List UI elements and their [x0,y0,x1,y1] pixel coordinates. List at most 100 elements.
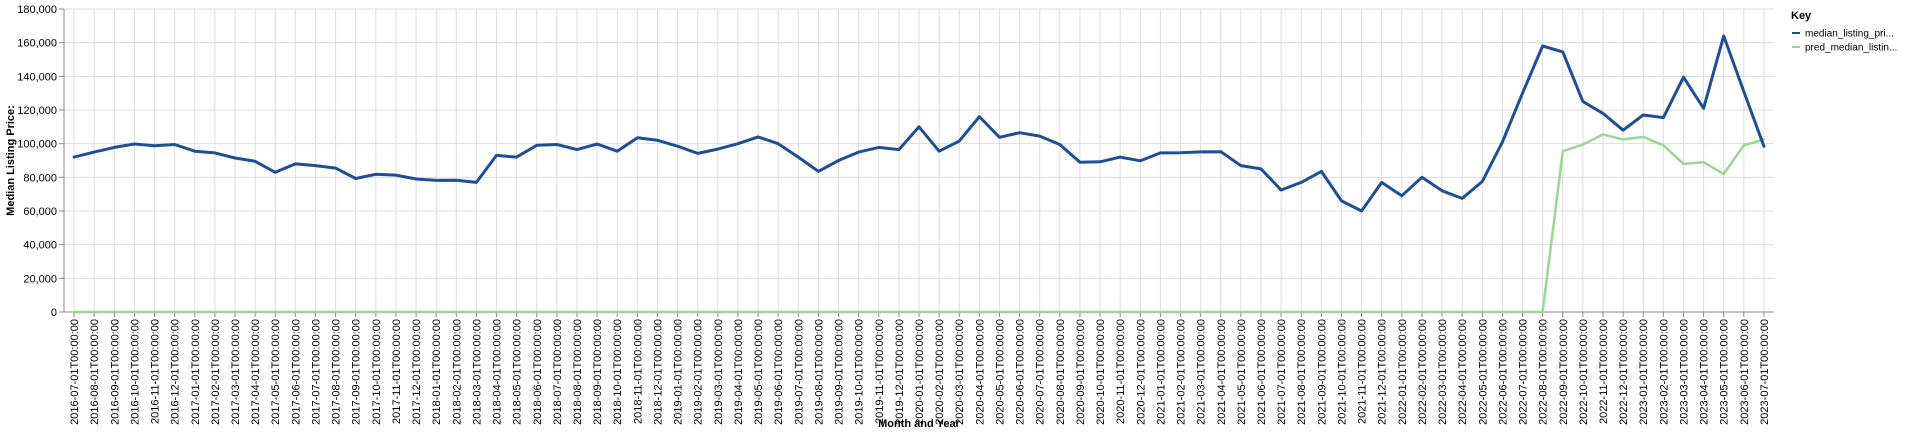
y-tick-label: 120,000 [17,105,57,117]
x-tick-label: 2017-02-01T00:00:00 [210,319,222,425]
x-tick-label: 2019-12-01T00:00:00 [894,319,906,425]
x-tick-label: 2019-10-01T00:00:00 [854,319,866,425]
y-tick-label: 60,000 [23,206,57,218]
x-tick-label: 2020-12-01T00:00:00 [1135,319,1147,425]
x-tick-label: 2020-02-01T00:00:00 [934,319,946,425]
x-tick-label: 2019-05-01T00:00:00 [753,319,765,425]
x-tick-label: 2023-06-01T00:00:00 [1739,319,1751,425]
y-axis-ticks: 0 20,000 40,000 60,000 80,000 100,000 120,000 1… [17,4,64,319]
series-lines [72,34,1766,314]
y-axis-title: Median Listing Price: [5,105,17,216]
x-tick-label: 2023-07-01T00:00:00 [1759,319,1771,425]
x-tick-label: 2021-12-01T00:00:00 [1377,319,1389,425]
legend-items: median_listing_pri... pred_median_listin.… [1792,29,1897,54]
x-tick-label: 2016-09-01T00:00:00 [109,319,121,425]
x-tick-label: 2020-05-01T00:00:00 [994,319,1006,425]
x-axis-title: Month and Year [878,418,960,430]
x-tick-label: 2018-09-01T00:00:00 [592,319,604,425]
x-tick-label: 2017-10-01T00:00:00 [371,319,383,425]
x-tick-label: 2022-03-01T00:00:00 [1437,319,1449,425]
legend-label: median_listing_pri... [1805,29,1894,40]
x-tick-label: 2019-02-01T00:00:00 [693,319,705,425]
x-tick-label: 2020-08-01T00:00:00 [1055,319,1067,425]
x-tick-label: 2016-07-01T00:00:00 [69,319,81,425]
x-tick-label: 2023-04-01T00:00:00 [1699,319,1711,425]
x-tick-label: 2018-05-01T00:00:00 [512,319,524,425]
x-tick-label: 2022-09-01T00:00:00 [1558,319,1570,425]
x-tick-label: 2022-02-01T00:00:00 [1417,319,1429,425]
x-axis-ticks: 2016-07-01T00:00:00 2016-08-01T00:00:00 20… [69,312,1771,425]
legend-label: pred_median_listin... [1805,43,1897,54]
x-tick-label: 2020-03-01T00:00:00 [954,319,966,425]
x-tick-label: 2021-11-01T00:00:00 [1357,319,1369,424]
x-tick-label: 2019-08-01T00:00:00 [813,319,825,425]
y-tick-label: 180,000 [17,4,57,16]
grid-lines [64,8,1774,313]
x-tick-label: 2023-03-01T00:00:00 [1678,319,1690,425]
x-tick-label: 2018-01-01T00:00:00 [431,319,443,425]
x-tick-label: 2017-08-01T00:00:00 [331,319,343,425]
x-tick-label: 2023-01-01T00:00:00 [1638,319,1650,425]
x-tick-label: 2022-12-01T00:00:00 [1618,319,1630,425]
y-tick-label: 140,000 [17,71,57,83]
x-tick-label: 2019-07-01T00:00:00 [793,319,805,425]
x-tick-label: 2017-06-01T00:00:00 [290,319,302,425]
x-tick-label: 2018-03-01T00:00:00 [471,319,483,425]
y-tick-label: 160,000 [17,38,57,50]
y-tick-label: 100,000 [17,139,57,151]
x-tick-label: 2016-12-01T00:00:00 [170,319,182,425]
x-tick-label: 2020-09-01T00:00:00 [1075,319,1087,425]
x-tick-label: 2021-08-01T00:00:00 [1296,319,1308,425]
x-tick-label: 2019-06-01T00:00:00 [773,319,785,425]
x-tick-label: 2020-06-01T00:00:00 [1015,319,1027,425]
x-tick-label: 2018-12-01T00:00:00 [652,319,664,425]
x-tick-label: 2017-12-01T00:00:00 [411,319,423,425]
x-tick-label: 2021-06-01T00:00:00 [1256,319,1268,425]
x-tick-label: 2022-06-01T00:00:00 [1497,319,1509,425]
x-tick-label: 2020-11-01T00:00:00 [1115,319,1127,424]
legend: Key median_listing_pri... pred_median_lis… [1791,10,1897,54]
x-tick-label: 2021-01-01T00:00:00 [1155,319,1167,425]
x-tick-label: 2017-04-01T00:00:00 [250,319,262,425]
x-tick-label: 2018-08-01T00:00:00 [572,319,584,425]
x-tick-label: 2019-04-01T00:00:00 [733,319,745,425]
x-tick-label: 2019-01-01T00:00:00 [673,319,685,425]
x-tick-label: 2017-07-01T00:00:00 [310,319,322,425]
x-tick-label: 2021-03-01T00:00:00 [1196,319,1208,425]
x-tick-label: 2017-03-01T00:00:00 [230,319,242,425]
x-tick-label: 2018-06-01T00:00:00 [532,319,544,425]
y-tick-label: 40,000 [23,240,57,252]
x-tick-label: 2019-11-01T00:00:00 [874,319,886,424]
series-line-pred-median-listin [72,133,1766,314]
x-tick-label: 2018-02-01T00:00:00 [451,319,463,425]
x-tick-label: 2021-10-01T00:00:00 [1336,319,1348,425]
x-tick-label: 2022-04-01T00:00:00 [1457,319,1469,425]
x-tick-label: 2016-11-01T00:00:00 [150,319,162,424]
series-line-median-listing-pri [72,34,1766,213]
x-tick-label: 2017-05-01T00:00:00 [270,319,282,425]
y-tick-label: 80,000 [23,172,57,184]
x-tick-label: 2018-11-01T00:00:00 [632,319,644,424]
x-tick-label: 2018-04-01T00:00:00 [492,319,504,425]
x-tick-label: 2020-04-01T00:00:00 [974,319,986,425]
legend-title: Key [1791,10,1812,22]
x-tick-label: 2020-07-01T00:00:00 [1035,319,1047,425]
x-tick-label: 2022-05-01T00:00:00 [1477,319,1489,425]
x-tick-label: 2016-08-01T00:00:00 [89,319,101,425]
x-tick-label: 2018-07-01T00:00:00 [552,319,564,425]
y-tick-label: 20,000 [23,273,57,285]
x-tick-label: 2023-02-01T00:00:00 [1658,319,1670,425]
x-tick-label: 2018-10-01T00:00:00 [612,319,624,425]
x-tick-label: 2022-01-01T00:00:00 [1397,319,1409,425]
x-tick-label: 2021-05-01T00:00:00 [1236,319,1248,425]
x-tick-label: 2017-09-01T00:00:00 [351,319,363,425]
x-tick-label: 2022-08-01T00:00:00 [1538,319,1550,425]
x-tick-label: 2016-10-01T00:00:00 [129,319,141,425]
x-tick-label: 2021-02-01T00:00:00 [1176,319,1188,425]
x-tick-label: 2022-07-01T00:00:00 [1518,319,1530,425]
x-tick-label: 2019-09-01T00:00:00 [834,319,846,425]
x-tick-label: 2020-01-01T00:00:00 [914,319,926,425]
x-tick-label: 2017-01-01T00:00:00 [190,319,202,425]
x-tick-label: 2019-03-01T00:00:00 [713,319,725,425]
